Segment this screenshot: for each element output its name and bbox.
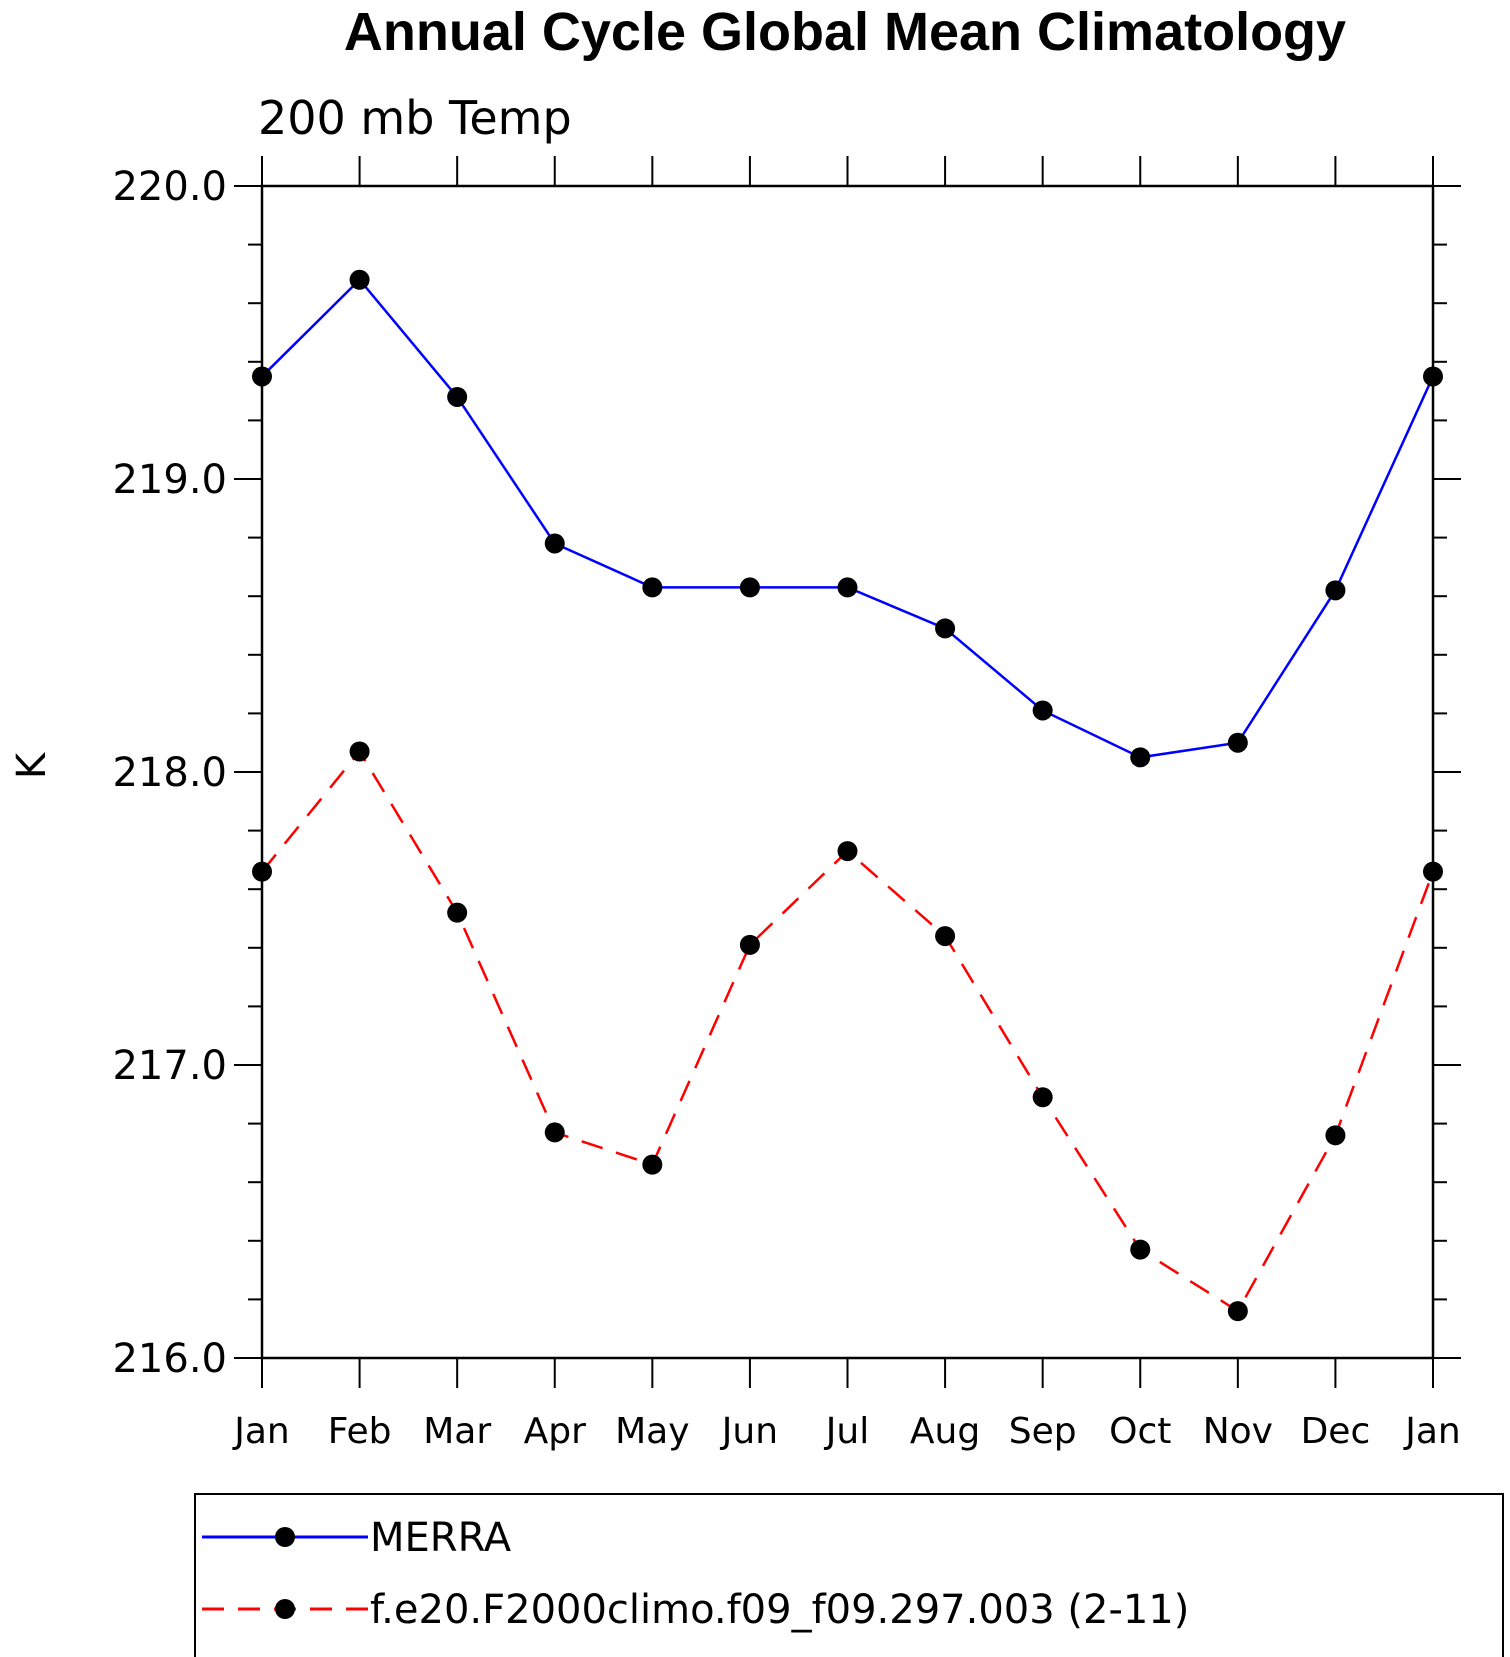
x-tick-label: Jan bbox=[1403, 1411, 1461, 1452]
x-tick-label: Mar bbox=[423, 1411, 491, 1452]
x-tick-label: Nov bbox=[1203, 1411, 1273, 1452]
data-point bbox=[739, 934, 760, 955]
data-point bbox=[544, 1122, 565, 1143]
y-tick-label: 218.0 bbox=[112, 750, 227, 796]
plot-frame bbox=[260, 184, 1435, 1360]
x-tick-label: Sep bbox=[1009, 1411, 1077, 1452]
y-ticks: 216.0 217.0 218.0 219.0 220.0 bbox=[112, 164, 1461, 1382]
x-tick-label: Aug bbox=[910, 1411, 980, 1452]
data-point bbox=[642, 1154, 663, 1175]
legend-label-merra: MERRA bbox=[370, 1515, 512, 1561]
data-point bbox=[252, 366, 272, 387]
chart-title: Annual Cycle Global Mean Climatology bbox=[344, 2, 1346, 62]
data-point bbox=[642, 577, 663, 598]
data-point bbox=[1423, 861, 1443, 882]
legend-marker-merra bbox=[275, 1527, 295, 1547]
data-point bbox=[349, 741, 370, 762]
chart-subtitle: 200 mb Temp bbox=[258, 91, 572, 145]
data-point bbox=[447, 386, 468, 407]
x-tick-label: Oct bbox=[1109, 1411, 1171, 1452]
data-point bbox=[837, 841, 858, 862]
data-point bbox=[935, 926, 956, 947]
data-point bbox=[837, 577, 858, 598]
series-line bbox=[261, 749, 1435, 1313]
series-line bbox=[261, 277, 1435, 759]
series-merra bbox=[252, 269, 1443, 768]
legend-box bbox=[194, 1493, 1504, 1657]
x-tick-label: Apr bbox=[524, 1411, 586, 1452]
data-point bbox=[935, 618, 956, 639]
data-point bbox=[544, 533, 565, 554]
data-point bbox=[252, 861, 272, 882]
series-model bbox=[252, 741, 1443, 1322]
series-layer bbox=[252, 269, 1443, 1322]
data-point bbox=[1227, 732, 1248, 753]
data-point bbox=[1325, 580, 1346, 601]
data-point bbox=[739, 577, 760, 598]
y-tick-label: 217.0 bbox=[112, 1043, 227, 1089]
x-tick-label: Jan bbox=[232, 1411, 290, 1452]
data-point bbox=[1227, 1301, 1248, 1322]
data-point bbox=[1325, 1125, 1346, 1146]
y-axis-label: K bbox=[9, 751, 55, 779]
data-point bbox=[1032, 1087, 1053, 1108]
data-point bbox=[1423, 366, 1443, 387]
x-tick-label: May bbox=[615, 1411, 689, 1452]
legend-marker-model bbox=[275, 1599, 295, 1619]
x-tick-label: Jul bbox=[824, 1411, 869, 1452]
data-point bbox=[447, 902, 468, 923]
y-tick-label: 219.0 bbox=[112, 457, 227, 503]
data-point bbox=[1130, 1239, 1151, 1260]
data-point bbox=[1130, 747, 1151, 768]
x-tick-label: Jun bbox=[720, 1411, 778, 1452]
x-tick-label: Dec bbox=[1301, 1411, 1371, 1452]
data-point bbox=[1032, 700, 1053, 721]
legend: MERRA f.e20.F2000climo.f09_f09.297.003 (… bbox=[194, 1493, 1504, 1657]
y-tick-label: 220.0 bbox=[112, 164, 227, 210]
data-point bbox=[349, 269, 370, 290]
x-ticks: Jan Feb Mar Apr May Jun Jul Aug Sep Oct Nov Dec Jan bbox=[232, 156, 1461, 1452]
legend-label-model: f.e20.F2000climo.f09_f09.297.003 (2-11) bbox=[370, 1587, 1189, 1633]
x-tick-label: Feb bbox=[328, 1411, 392, 1452]
y-tick-label: 216.0 bbox=[112, 1336, 227, 1382]
